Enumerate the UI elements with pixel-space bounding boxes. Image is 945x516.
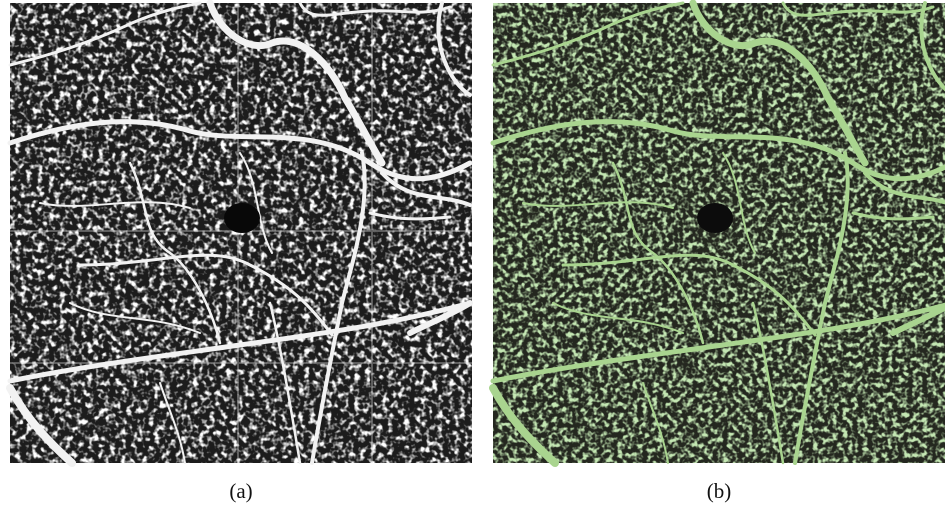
image-texture	[10, 3, 472, 463]
image-texture	[493, 3, 945, 463]
panel-a	[10, 3, 472, 463]
caption: (a)	[229, 479, 252, 503]
page: (a) (b) (() => { const data = JSON.parse…	[0, 0, 945, 511]
caption: (b)	[707, 479, 732, 503]
panel-b	[493, 3, 945, 463]
fovea	[224, 203, 260, 233]
figure: (a) (b)	[0, 0, 945, 511]
fovea	[697, 203, 733, 233]
